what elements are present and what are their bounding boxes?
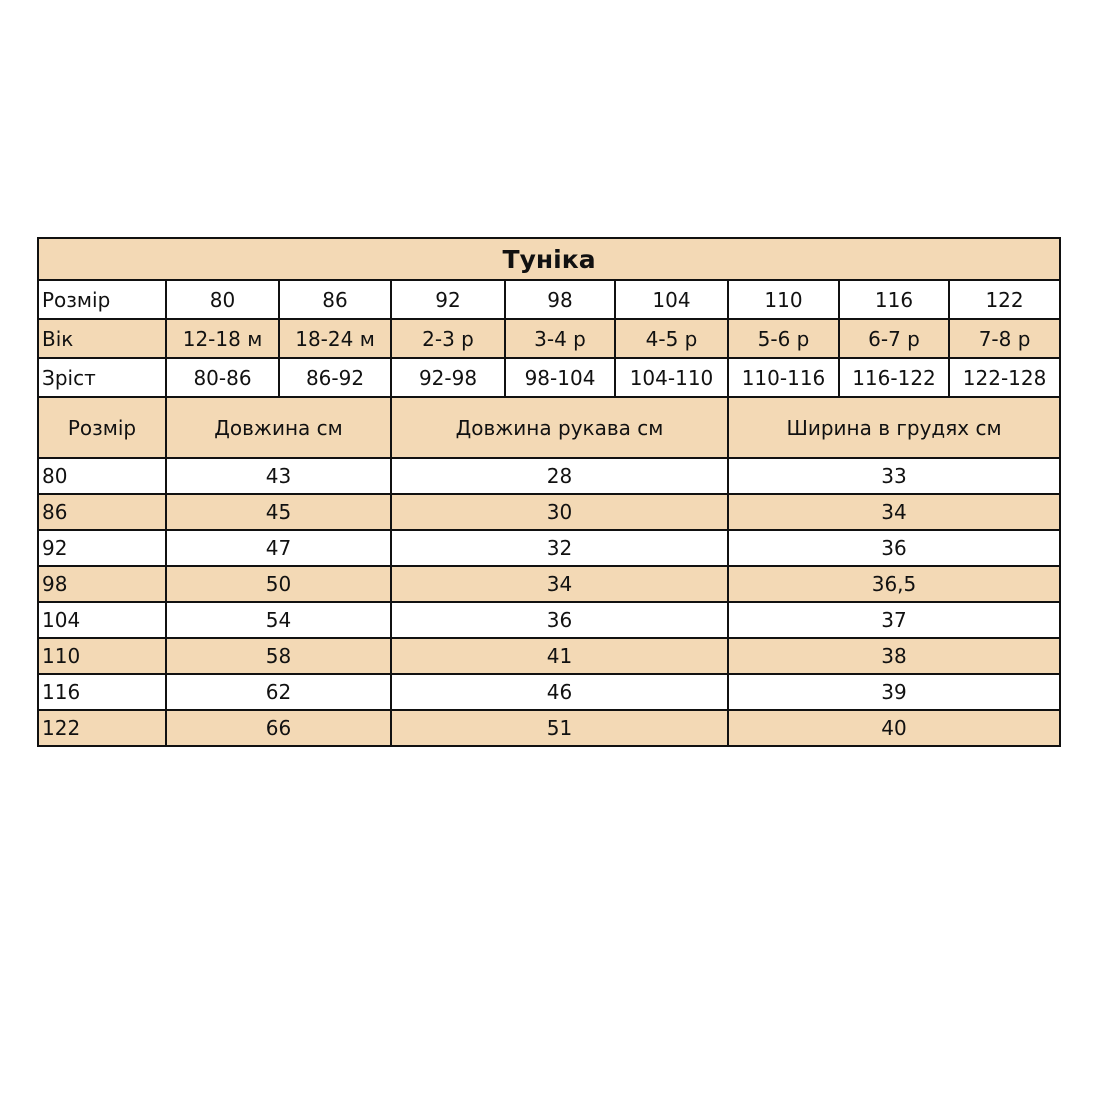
table-row: 92 47 32 36 <box>37 529 1061 567</box>
value-cell: 98 <box>504 279 616 320</box>
value-cell: 86 <box>278 279 392 320</box>
value-cell: 30 <box>390 493 729 531</box>
chart-title: Туніка <box>36 237 1062 281</box>
size-row: Розмір 80 86 92 98 104 110 116 122 <box>37 279 1062 320</box>
value-cell: 54 <box>165 601 392 639</box>
value-cell: 4-5 р <box>614 318 729 359</box>
value-cell: 92-98 <box>390 357 506 398</box>
size-cell: 80 <box>37 457 167 495</box>
table-row: 116 62 46 39 <box>37 673 1061 711</box>
value-cell: 122 <box>947 279 1062 320</box>
value-cell: 28 <box>390 457 729 495</box>
age-row: Вік 12-18 м 18-24 м 2-3 р 3-4 р 4-5 р 5-6 р 6-7… <box>37 318 1062 359</box>
column-header: Розмір <box>37 396 167 459</box>
value-cell: 6-7 р <box>838 318 950 359</box>
column-header: Довжина см <box>165 396 392 459</box>
value-cell: 7-8 р <box>947 318 1062 359</box>
value-cell: 40 <box>727 709 1061 747</box>
value-cell: 62 <box>165 673 392 711</box>
size-cell: 86 <box>37 493 167 531</box>
value-cell: 66 <box>165 709 392 747</box>
value-cell: 32 <box>390 529 729 567</box>
size-chart: Туніка Розмір 80 86 92 98 104 110 116 122 Вік 12-… <box>36 237 1062 747</box>
value-cell: 116-122 <box>838 357 950 398</box>
table-row: 110 58 41 38 <box>37 637 1061 675</box>
value-cell: 86-92 <box>278 357 392 398</box>
value-cell: 36 <box>390 601 729 639</box>
value-cell: 80 <box>165 279 280 320</box>
value-cell: 122-128 <box>947 357 1062 398</box>
value-cell: 41 <box>390 637 729 675</box>
value-cell: 34 <box>727 493 1061 531</box>
value-cell: 39 <box>727 673 1061 711</box>
table-row: 86 45 30 34 <box>37 493 1061 531</box>
value-cell: 34 <box>390 565 729 603</box>
size-cell: 116 <box>37 673 167 711</box>
column-header: Ширина в грудях см <box>727 396 1061 459</box>
table-row: 104 54 36 37 <box>37 601 1061 639</box>
value-cell: 51 <box>390 709 729 747</box>
value-cell: 46 <box>390 673 729 711</box>
value-cell: 104-110 <box>614 357 729 398</box>
value-cell: 12-18 м <box>165 318 280 359</box>
column-header: Довжина рукава см <box>390 396 729 459</box>
height-row: Зріст 80-86 86-92 92-98 98-104 104-110 110-116… <box>37 357 1062 398</box>
value-cell: 38 <box>727 637 1061 675</box>
value-cell: 18-24 м <box>278 318 392 359</box>
row-label: Вік <box>37 318 167 359</box>
table-row: 122 66 51 40 <box>37 709 1061 747</box>
value-cell: 47 <box>165 529 392 567</box>
value-cell: 116 <box>838 279 950 320</box>
value-cell: 80-86 <box>165 357 280 398</box>
size-table: Туніка Розмір 80 86 92 98 104 110 116 122 Вік 12-… <box>36 237 1062 398</box>
row-label: Зріст <box>37 357 167 398</box>
table-row: 98 50 34 36,5 <box>37 565 1061 603</box>
value-cell: 50 <box>165 565 392 603</box>
value-cell: 43 <box>165 457 392 495</box>
value-cell: 98-104 <box>504 357 616 398</box>
value-cell: 45 <box>165 493 392 531</box>
size-cell: 98 <box>37 565 167 603</box>
value-cell: 110 <box>727 279 840 320</box>
size-cell: 92 <box>37 529 167 567</box>
value-cell: 36,5 <box>727 565 1061 603</box>
row-label: Розмір <box>37 279 167 320</box>
value-cell: 37 <box>727 601 1061 639</box>
size-cell: 110 <box>37 637 167 675</box>
value-cell: 110-116 <box>727 357 840 398</box>
value-cell: 58 <box>165 637 392 675</box>
value-cell: 36 <box>727 529 1061 567</box>
value-cell: 92 <box>390 279 506 320</box>
table-row: 80 43 28 33 <box>37 457 1061 495</box>
value-cell: 2-3 р <box>390 318 506 359</box>
value-cell: 5-6 р <box>727 318 840 359</box>
measurements-header: Розмір Довжина см Довжина рукава см Ширина … <box>37 396 1061 459</box>
value-cell: 33 <box>727 457 1061 495</box>
value-cell: 104 <box>614 279 729 320</box>
value-cell: 3-4 р <box>504 318 616 359</box>
size-cell: 104 <box>37 601 167 639</box>
measurements-table: Розмір Довжина см Довжина рукава см Ширина … <box>37 396 1061 747</box>
size-cell: 122 <box>37 709 167 747</box>
